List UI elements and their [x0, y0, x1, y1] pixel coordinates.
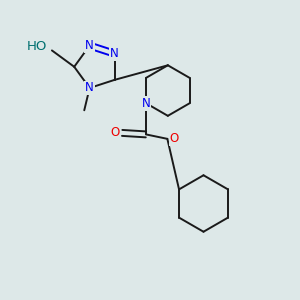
- Text: N: N: [85, 39, 94, 52]
- Text: N: N: [85, 82, 94, 94]
- Text: N: N: [110, 47, 119, 60]
- Text: O: O: [110, 126, 119, 140]
- Text: N: N: [142, 97, 150, 110]
- Text: HO: HO: [26, 40, 46, 53]
- Text: O: O: [170, 132, 179, 146]
